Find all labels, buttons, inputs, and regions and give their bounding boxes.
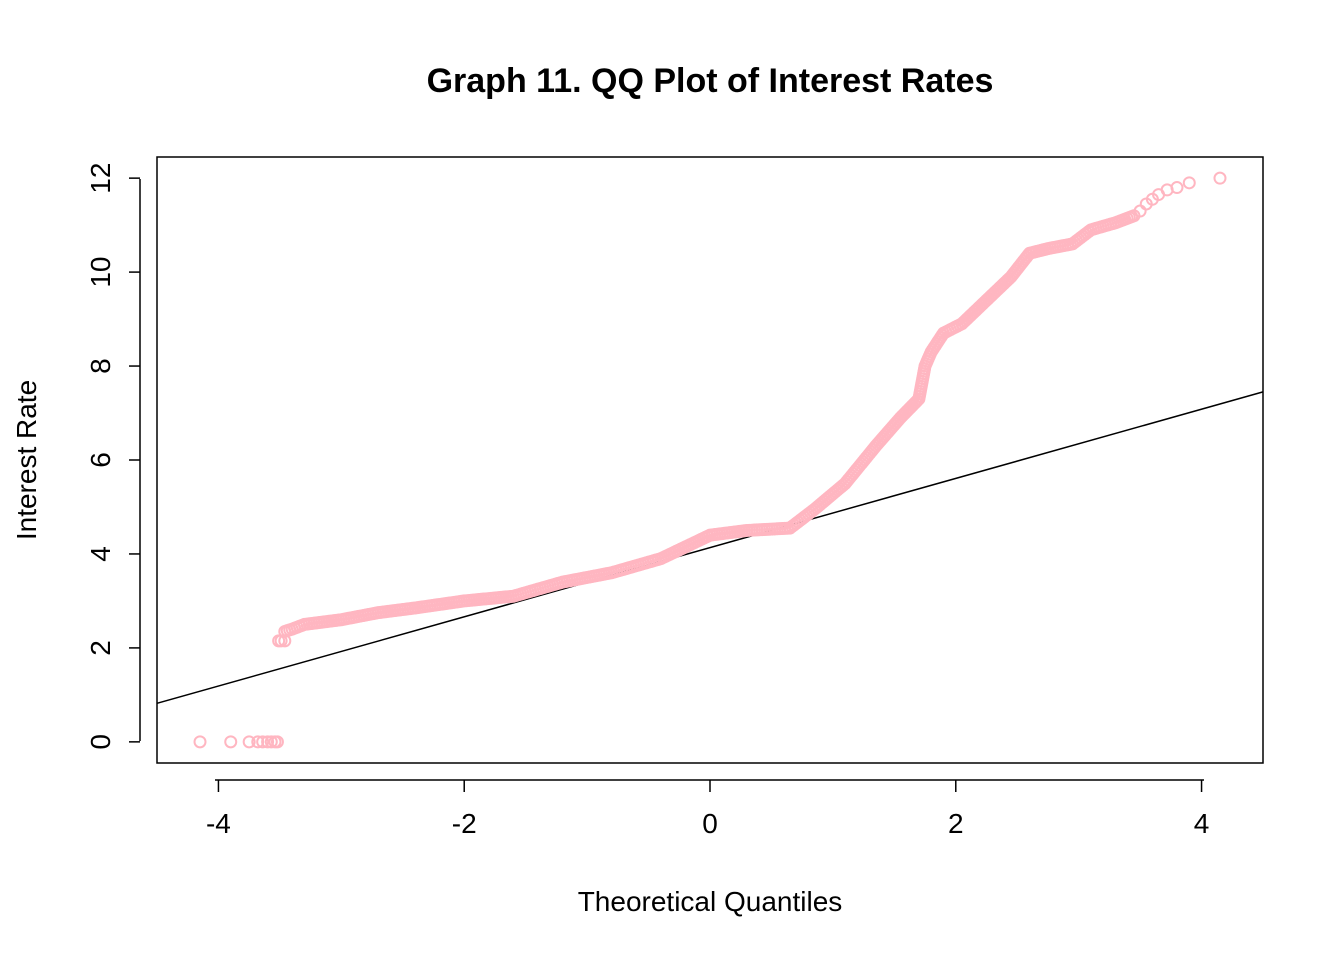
data-point	[278, 634, 292, 648]
data-point	[193, 735, 207, 749]
data-point	[1170, 181, 1184, 195]
reference-line-group	[156, 391, 1264, 705]
x-axis: -4 -2 0 2 4	[206, 779, 1210, 839]
data-point	[1182, 176, 1196, 190]
data-point	[242, 735, 256, 749]
data-point	[270, 735, 284, 749]
y-tick-label: 4	[85, 546, 116, 562]
data-points-group	[193, 171, 1227, 749]
x-tick-label: 2	[948, 808, 964, 839]
x-tick-label: 0	[702, 808, 718, 839]
data-point	[1213, 171, 1227, 185]
y-tick-label: 6	[85, 452, 116, 468]
y-tick-label: 2	[85, 640, 116, 656]
qq-reference-line	[156, 391, 1264, 705]
data-point	[261, 735, 275, 749]
x-tick-label: -4	[206, 808, 231, 839]
chart-title: Graph 11. QQ Plot of Interest Rates	[427, 62, 994, 100]
y-axis: 0 2 4 6 8 10 12	[85, 163, 141, 750]
data-point	[256, 735, 270, 749]
y-axis-label: Interest Rate	[11, 380, 42, 540]
data-point	[251, 735, 265, 749]
plot-area-border	[156, 156, 1264, 764]
data-point	[224, 735, 238, 749]
data-point	[264, 735, 278, 749]
y-tick-label: 8	[85, 358, 116, 374]
y-tick-label: 12	[85, 163, 116, 194]
x-tick-label: 4	[1194, 808, 1210, 839]
data-point	[274, 634, 288, 648]
x-axis-label: Theoretical Quantiles	[578, 886, 843, 917]
y-tick-label: 0	[85, 734, 116, 750]
y-tick-label: 10	[85, 257, 116, 288]
x-tick-label: -2	[452, 808, 477, 839]
